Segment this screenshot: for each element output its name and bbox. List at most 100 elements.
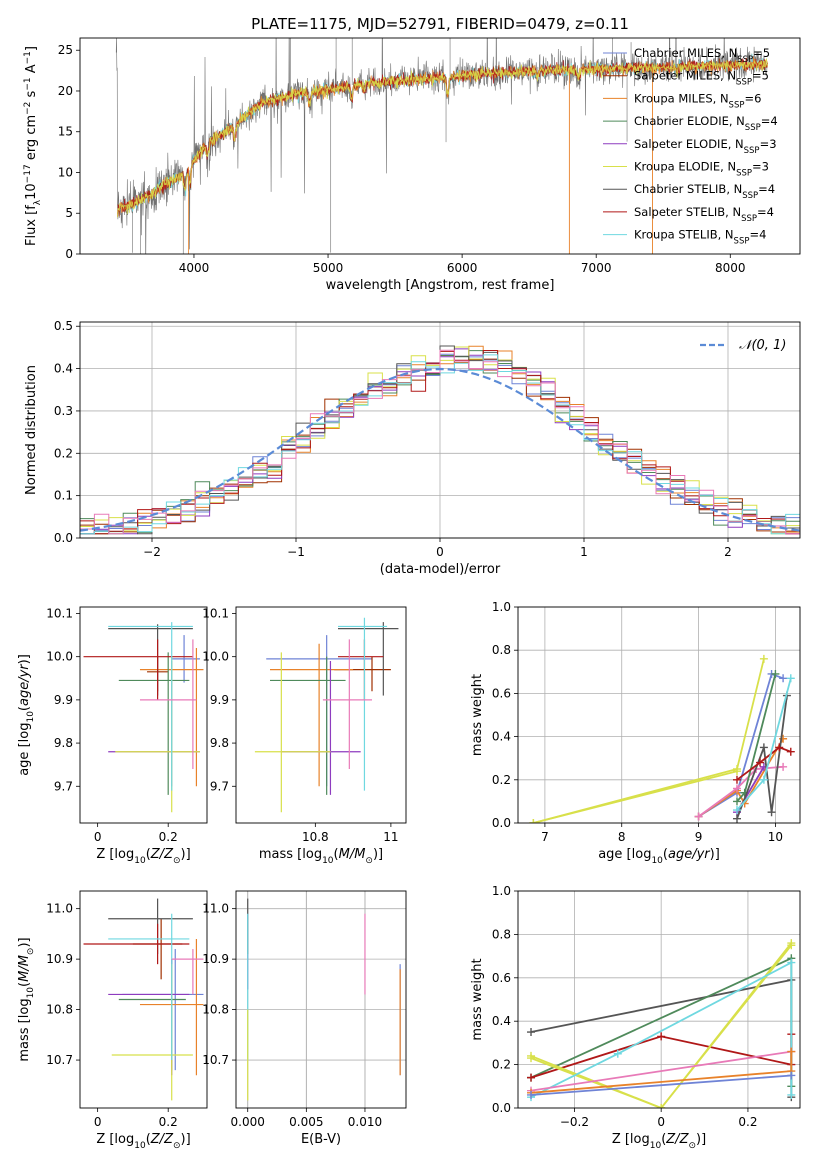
legend-subscript: SSP <box>745 123 761 133</box>
y-tick-label: 25 <box>58 43 73 57</box>
normal-curve <box>80 367 800 532</box>
legend-text: Kroupa ELODIE, N <box>634 160 736 174</box>
x-tick-label: 5000 <box>313 261 344 275</box>
y-tick-label: 9.9 <box>54 693 73 707</box>
x-tick-label: 0 <box>657 1115 665 1129</box>
massweight_vs_age-lines <box>529 654 795 823</box>
x-tick-label: −2 <box>143 545 161 559</box>
legend-count: =4 <box>749 228 766 242</box>
x-tick-label: 1 <box>580 545 588 559</box>
mass-weight-marker <box>771 669 780 678</box>
mass_vs_ebv-errorbars <box>247 891 401 1108</box>
x-tick-label: 0 <box>94 1115 102 1129</box>
mass-weight-marker <box>527 1090 536 1099</box>
x-tick-label: 0.2 <box>159 830 178 844</box>
axes-frame <box>517 606 801 824</box>
y-tick-label: 9.7 <box>54 779 73 793</box>
x-tick-label: 7000 <box>581 261 612 275</box>
mass-weight-marker <box>787 1090 796 1099</box>
mass_vs_ebv-axes: 0.000 0.005 0.010 10.7 10.8 10.9 11.0 <box>202 891 406 1129</box>
legend-label: Kroupa STELIB, NSSP=4 <box>634 228 766 247</box>
legend-subscript: SSP <box>734 237 750 247</box>
y-tick-label: 10.8 <box>46 1003 73 1017</box>
x-tick-label: 0.2 <box>738 1115 757 1129</box>
residual-histograms <box>80 345 800 535</box>
residuals-axes: −2 −1 0 1 2 0.0 0.1 0.2 0.3 0.4 0.5 <box>54 319 800 559</box>
residuals-ylabel: Normed distribution <box>24 365 39 495</box>
mass-weight-marker <box>694 812 703 821</box>
legend-subscript: SSP <box>737 55 753 65</box>
y-tick-label: 10 <box>58 165 73 179</box>
age_vs_Z-xlabel: Z [log10(Z/Z⊙)] <box>96 847 190 866</box>
legend-subscript: SSP <box>742 191 758 201</box>
mass-weight-marker <box>732 797 741 806</box>
y-tick-label: 9.9 <box>210 693 229 707</box>
x-tick-label: −1 <box>287 545 305 559</box>
legend-count: =4 <box>758 182 775 196</box>
mass-weight-line <box>736 695 788 820</box>
legend-text: Chabrier ELODIE, N <box>634 114 745 128</box>
spectrum-axes: 4000 5000 6000 7000 8000 0 5 10 15 20 25 <box>58 43 746 275</box>
mass-weight-marker <box>787 1047 796 1056</box>
mass-weight-marker <box>779 762 788 771</box>
y-tick-label: 0.6 <box>492 686 511 700</box>
mass-weight-marker <box>759 743 768 752</box>
legend-text: Salpeter MILES, N <box>634 69 736 83</box>
age_vs_mass-errorbars <box>254 617 399 813</box>
legend-label: Chabrier STELIB, NSSP=4 <box>634 182 775 201</box>
legend-count: =4 <box>761 114 778 128</box>
normal-legend-label: 𝒩(0, 1) <box>739 338 786 353</box>
legend-label: Kroupa ELODIE, NSSP=3 <box>634 160 769 179</box>
legend-label: Kroupa MILES, NSSP=6 <box>634 91 761 110</box>
spectrum-ylabel: Flux [fλ10−17 erg cm−2 s−1 A−1] <box>23 46 43 246</box>
legend-label: Chabrier MILES, NSSP=5 <box>634 46 770 65</box>
legend-text: Salpeter ELODIE, N <box>634 137 744 151</box>
mass-weight-line <box>530 961 793 1099</box>
x-tick-label: 2 <box>724 545 732 559</box>
legend-text: Kroupa MILES, N <box>634 91 729 105</box>
axes-frame <box>79 890 208 1109</box>
mass-weight-line <box>698 672 784 818</box>
y-tick-label: 0.4 <box>492 730 511 744</box>
mass_vs_ebv-xlabel: E(B-V) <box>301 1132 341 1147</box>
legend-label: Salpeter MILES, NSSP=5 <box>634 69 769 88</box>
x-tick-label: 0 <box>436 545 444 559</box>
y-tick-label: 0.4 <box>492 1014 511 1028</box>
legend-count: =5 <box>752 69 769 83</box>
massweight_vs_Z-lines <box>527 939 796 1108</box>
legend-subscript: SSP <box>729 100 745 110</box>
legend-count: =3 <box>760 137 777 151</box>
mass-weight-marker <box>786 747 795 756</box>
x-tick-label: 0.010 <box>348 1115 382 1129</box>
mass-weight-marker <box>759 654 768 663</box>
y-tick-label: 9.8 <box>54 736 73 750</box>
x-tick-label: 9 <box>695 830 703 844</box>
axes-frame <box>517 890 801 1109</box>
residual-histogram <box>80 349 800 535</box>
x-tick-label: 4000 <box>179 261 210 275</box>
y-tick-label: 10.8 <box>202 1003 229 1017</box>
y-tick-label: 10.1 <box>202 606 229 620</box>
mass-weight-marker <box>657 1104 666 1108</box>
model-spectrum <box>117 58 768 218</box>
y-tick-label: 10.7 <box>46 1053 73 1067</box>
x-tick-label: 8000 <box>715 261 746 275</box>
y-tick-label: 20 <box>58 84 73 98</box>
y-tick-label: 0.2 <box>492 773 511 787</box>
x-tick-label: 8 <box>618 830 626 844</box>
mass-weight-line <box>530 1074 792 1096</box>
x-tick-label: −0.2 <box>560 1115 589 1129</box>
x-tick-label: 0.000 <box>231 1115 265 1129</box>
mass-weight-marker <box>759 775 768 784</box>
y-tick-label: 11.0 <box>202 902 229 916</box>
legend-count: =4 <box>757 205 774 219</box>
mass-weight-marker <box>527 1028 536 1037</box>
y-tick-label: 0.5 <box>54 319 73 333</box>
massweight_vs_Z-ylabel: mass weight <box>470 958 485 1040</box>
legend-text: Chabrier MILES, N <box>634 46 737 60</box>
x-tick-label: 10 <box>768 830 783 844</box>
massweight_vs_Z-xlabel: Z [log10(Z/Z⊙)] <box>612 1132 706 1151</box>
axes-frame <box>235 890 407 1109</box>
x-tick-label: 0.2 <box>159 1115 178 1129</box>
